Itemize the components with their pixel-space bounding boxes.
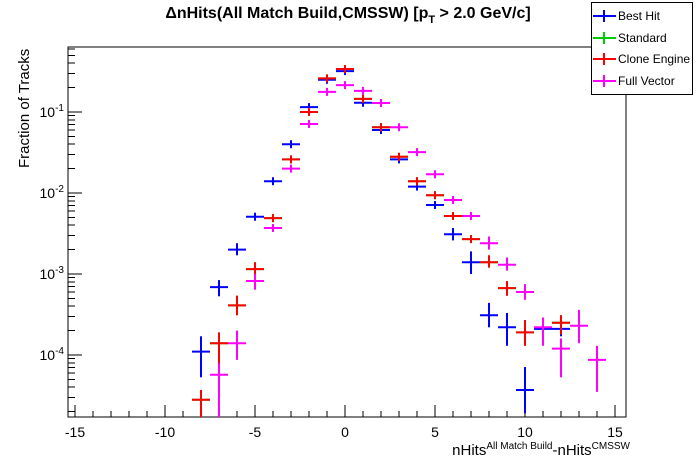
standard-cross-marker-icon [592,30,618,46]
series-clone-engine [192,65,570,417]
x-tick-label: -5 [249,424,262,440]
legend-item-clone-engine: Clone Engine [592,49,692,71]
legend-box: Best Hit Standard Clone Engine Full Vect… [591,2,693,95]
x-axis-title-base: nHits [452,442,487,459]
clone-engine-cross-marker-icon [592,51,618,67]
legend-label: Clone Engine [618,52,691,67]
x-tick-label: 15 [607,424,623,440]
plot-title-text: ΔnHits(All Match Build,CMSSW) [p [165,5,429,22]
series-full-vector [210,81,606,417]
x-axis: -15 -10 -5 0 5 10 15 [65,405,623,440]
x-axis-title-base-2: -nHits [552,442,592,459]
x-tick-label: 0 [341,424,349,440]
x-axis-title-superscript-2: CMSSW [591,441,630,452]
y-tick-label: 10-4 [40,346,65,363]
y-tick-label: 10-3 [40,265,65,282]
best-hit-cross-marker-icon [592,8,618,24]
full-vector-cross-marker-icon [592,73,618,89]
series-standard [192,65,570,417]
legend-label: Standard [618,30,667,45]
x-axis-title: nHitsAll Match Build-nHitsCMSSW [452,441,630,459]
x-tick-label: -15 [65,424,85,440]
plot-title: ΔnHits(All Match Build,CMSSW) [pT > 2.0 … [0,5,696,26]
plot-frame [67,46,627,418]
y-tick-label: 10-2 [40,184,65,201]
legend-label: Best Hit [618,8,661,23]
x-tick-label: 10 [517,424,533,440]
series-best-hit [192,67,570,414]
legend-item-best-hit: Best Hit [592,5,692,27]
plot-title-subscript: T [428,14,436,26]
y-axis: 10-1 10-2 10-3 10-4 [40,48,82,413]
legend-item-standard: Standard [592,27,692,49]
plot-title-suffix: > 2.0 GeV/c] [435,5,531,22]
legend-item-full-vector: Full Vector [592,70,692,92]
x-tick-label: -10 [155,424,175,440]
x-axis-title-superscript-1: All Match Build [486,441,553,452]
legend-label: Full Vector [618,74,675,89]
x-tick-label: 5 [431,424,439,440]
y-tick-label: 10-1 [40,103,65,120]
y-axis-title: Fraction of Tracks [16,48,33,168]
